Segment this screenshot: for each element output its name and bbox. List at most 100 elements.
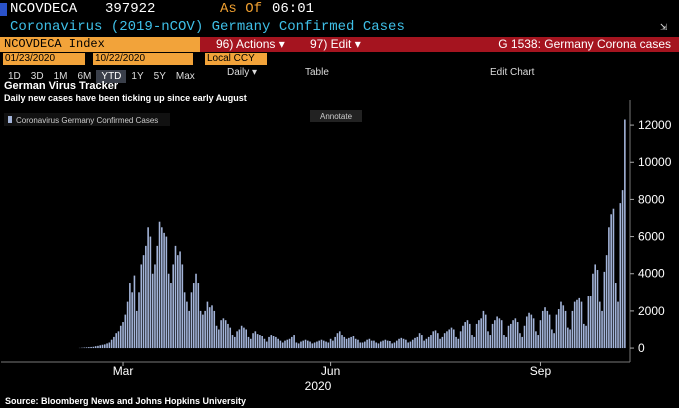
edit-menu[interactable]: 97) Edit ▾ — [310, 37, 361, 51]
range-buttons: 1D 3D 1M 6M YTD 1Y 5Y Max — [3, 66, 200, 84]
annotate-label[interactable]: Annotate — [320, 112, 353, 121]
x-tick-label: Mar — [113, 364, 134, 378]
range-button[interactable]: 5Y — [153, 71, 166, 82]
bar — [99, 345, 102, 349]
range-button[interactable]: 1D — [8, 71, 21, 82]
range-button[interactable]: Max — [175, 71, 195, 82]
currency[interactable]: Local CCY — [205, 53, 267, 65]
bar — [391, 343, 393, 349]
bar — [167, 273, 170, 349]
chart-subtitle: Daily new cases have been ticking up sin… — [4, 93, 247, 103]
security[interactable]: NCOVDECA Index — [0, 37, 200, 52]
bar — [361, 342, 364, 349]
bar — [596, 270, 599, 349]
bar — [589, 296, 592, 349]
bar — [259, 335, 261, 349]
bar — [270, 335, 273, 349]
bar — [122, 322, 124, 349]
bar — [236, 331, 238, 349]
bar — [544, 307, 546, 349]
bar — [85, 347, 88, 349]
bar — [291, 336, 293, 349]
bar — [284, 340, 286, 349]
bar — [106, 343, 108, 349]
annotate-button[interactable] — [310, 110, 362, 122]
bar — [229, 327, 232, 349]
bar — [439, 338, 441, 349]
frequency[interactable]: Daily ▾ — [227, 67, 258, 78]
bar — [220, 320, 222, 349]
expand-icon[interactable]: ⇲ — [660, 20, 668, 34]
range-button[interactable]: YTD — [96, 70, 127, 83]
bar — [174, 245, 177, 349]
bar — [583, 323, 585, 349]
bar — [500, 320, 503, 349]
bar — [252, 333, 254, 349]
bar — [357, 339, 359, 349]
bar — [247, 336, 250, 349]
bar — [208, 307, 211, 349]
table-button[interactable]: Table — [305, 67, 329, 78]
bar — [491, 323, 494, 349]
bar — [546, 310, 549, 349]
bar — [261, 335, 263, 349]
chart: German Virus Tracker Daily new cases hav… — [1, 80, 672, 406]
bar — [601, 310, 603, 349]
bar — [555, 314, 558, 349]
bar — [612, 208, 615, 349]
range-button[interactable]: 6M — [77, 71, 92, 82]
bar — [338, 331, 341, 349]
bar — [505, 336, 508, 349]
bar — [142, 255, 145, 349]
bar — [418, 333, 421, 349]
range-button[interactable]: 1Y — [131, 71, 144, 82]
bar — [370, 340, 373, 349]
bar — [211, 305, 213, 349]
range-button[interactable]: 3D — [30, 71, 44, 82]
date-bar: 01/23/2020 10/22/2020 Local CCY — [0, 53, 679, 65]
bar — [275, 336, 277, 349]
bar — [83, 347, 86, 349]
actions-menu[interactable]: 96) Actions ▾ — [216, 37, 285, 51]
bar — [471, 335, 473, 349]
bar — [199, 310, 202, 349]
chart-title: German Virus Tracker — [4, 80, 119, 92]
bar — [510, 323, 512, 349]
bar — [530, 314, 533, 349]
bar — [598, 301, 601, 349]
bar — [421, 335, 423, 349]
bar — [368, 338, 371, 349]
range-button[interactable]: 1M — [53, 71, 68, 82]
bar — [172, 264, 175, 349]
bar — [113, 336, 115, 349]
end-date[interactable]: 10/22/2020 — [93, 53, 193, 65]
bar — [181, 264, 184, 349]
edit-chart-button[interactable]: Edit Chart — [490, 67, 535, 78]
bar — [585, 325, 587, 349]
bar — [263, 338, 266, 349]
legend-label: Coronavirus Germany Confirmed Cases — [16, 116, 158, 125]
bar — [213, 310, 216, 349]
bar — [560, 301, 562, 349]
bar — [478, 320, 480, 349]
bar — [484, 314, 487, 349]
bar — [578, 297, 581, 349]
bar — [133, 275, 136, 349]
bar — [512, 320, 514, 349]
bar — [466, 320, 469, 349]
bar — [295, 342, 298, 349]
start-date[interactable]: 01/23/2020 — [3, 53, 85, 65]
bar — [154, 264, 156, 349]
y-tick-label: 2000 — [638, 304, 665, 318]
bar — [359, 342, 362, 349]
bar — [156, 245, 159, 349]
bar — [468, 323, 471, 349]
bar — [434, 330, 437, 349]
bar — [553, 333, 555, 349]
bar — [548, 314, 551, 349]
bar — [288, 338, 291, 349]
bar — [414, 337, 416, 349]
bar — [507, 325, 510, 349]
bar — [309, 341, 311, 349]
bar — [535, 331, 537, 349]
